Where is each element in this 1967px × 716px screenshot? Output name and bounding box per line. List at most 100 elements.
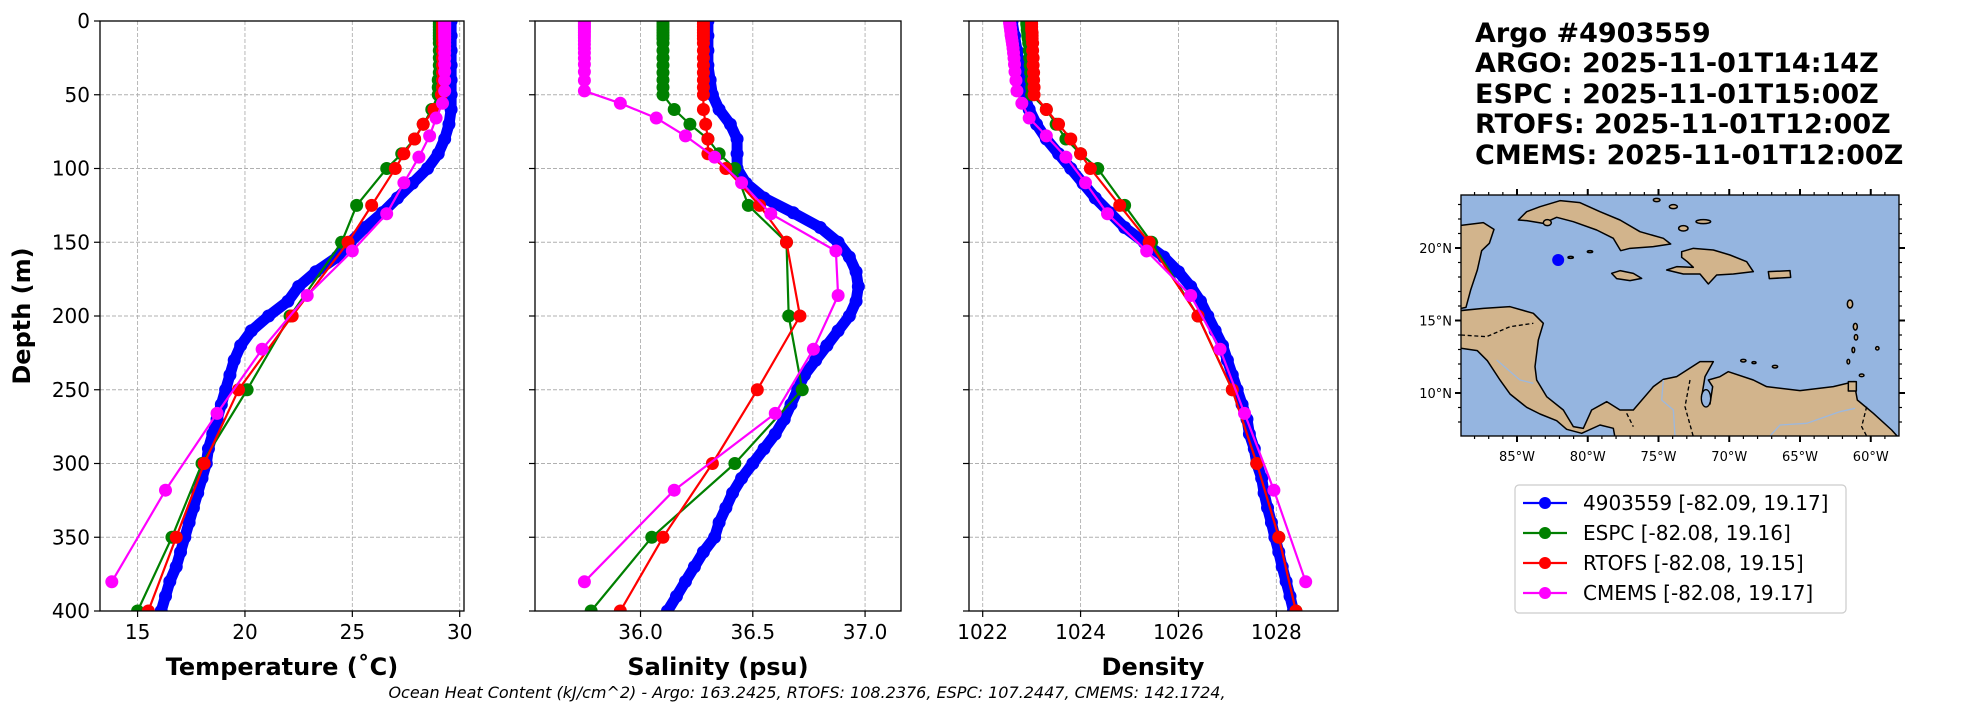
4903559-temperature-point — [438, 132, 452, 146]
rtofs-salinity-point — [750, 383, 764, 397]
4903559-density-point — [1064, 162, 1078, 175]
rtofs-salinity-point — [753, 198, 767, 212]
x-tick-label: 25 — [340, 620, 365, 644]
y-tick-label: 200 — [52, 304, 90, 328]
map-lat-label: 10°N — [1419, 387, 1452, 402]
argo-float-marker[interactable] — [1552, 254, 1565, 267]
map-land — [1460, 197, 1899, 436]
rtofs-density-point — [1052, 117, 1066, 131]
rtofs-salinity-point — [701, 132, 715, 146]
4903559-salinity-point — [820, 339, 834, 352]
espc-salinity-point — [795, 383, 809, 397]
cmems-density-point — [1059, 150, 1073, 164]
x-tick-label: 1028 — [1251, 620, 1302, 644]
map-lon-label: 65°W — [1782, 450, 1818, 465]
cmems-density-point — [1140, 244, 1154, 258]
island — [1567, 255, 1575, 260]
espc-salinity-point — [584, 604, 598, 611]
4903559-salinity-point — [719, 501, 733, 515]
x-tick-label: 1024 — [1055, 620, 1106, 644]
4903559-density-point — [1171, 265, 1185, 279]
cmems-density-point — [1009, 73, 1023, 87]
country-border — [1626, 413, 1634, 427]
island — [1851, 346, 1856, 354]
4903559-temperature-point — [174, 545, 188, 559]
title-cmems-time: CMEMS: 2025-11-01T12:00Z — [1475, 140, 1903, 171]
4903559-temperature-point — [163, 575, 177, 588]
rtofs-temperature-point — [285, 309, 299, 323]
legend-marker-swatch — [1539, 587, 1551, 599]
island — [1668, 203, 1679, 210]
rtofs-density-point — [1225, 383, 1239, 397]
cmems-temperature-point — [438, 84, 452, 98]
cmems-temperature-point — [438, 73, 452, 87]
cmems-temperature-point — [436, 96, 450, 110]
island — [1846, 358, 1851, 365]
y-axis-label: Depth (m) — [8, 247, 36, 384]
rtofs-temperature-point — [416, 117, 430, 131]
cmems-temperature-point — [423, 129, 437, 143]
espc-salinity-point — [645, 530, 659, 544]
4903559-temperature-point — [227, 353, 241, 367]
river — [1496, 359, 1534, 384]
cmems-temperature-point — [345, 244, 359, 258]
x-tick-label: 30 — [447, 620, 472, 644]
4903559-temperature-point — [182, 516, 196, 529]
cmems-density-point — [1267, 483, 1281, 497]
cmems-temperature-point — [429, 111, 443, 125]
cmems-salinity-point — [649, 111, 663, 125]
4903559-temperature-point — [154, 604, 168, 611]
4903559-temperature-point — [244, 324, 258, 338]
4903559-temperature-point — [234, 339, 248, 352]
y-tick-label: 250 — [52, 378, 90, 402]
cmems-density-point — [1100, 207, 1114, 221]
4903559-temperature-point — [186, 501, 200, 515]
4903559-temperature-point — [223, 368, 237, 382]
cmems-density-point — [1039, 129, 1053, 143]
rtofs-density-point — [1083, 162, 1097, 175]
legend-frame — [1514, 484, 1847, 614]
espc-temperature-point — [131, 604, 145, 611]
4903559-salinity-point — [809, 353, 823, 367]
4903559-temperature-point — [358, 221, 372, 234]
4903559-salinity-point — [723, 117, 737, 131]
island — [1751, 360, 1757, 365]
island — [1846, 299, 1854, 309]
cmems-salinity-point — [768, 406, 782, 420]
x-tick-label: 36.5 — [731, 620, 776, 644]
header-title: Argo #4903559 ARGO: 2025-11-01T14:14Z ES… — [1475, 18, 1903, 171]
river — [1769, 407, 1856, 436]
4903559-temperature-point — [219, 383, 233, 397]
country-border — [1860, 406, 1868, 436]
cmems-temperature-point — [255, 342, 269, 356]
location-map: 85°W 80°W 75°W 70°W 65°W 60°W 10°N 15°N 20°N — [1419, 189, 1905, 465]
x-tick-label: 15 — [125, 620, 150, 644]
4903559-salinity-point — [730, 132, 744, 146]
cmems-salinity-point — [735, 176, 749, 190]
4903559-salinity-point — [849, 265, 863, 279]
x-tick-label: 37.0 — [843, 620, 888, 644]
rtofs-density-point — [1064, 132, 1078, 146]
rtofs-salinity-point — [656, 530, 670, 544]
legend-marker-swatch — [1539, 557, 1551, 569]
title-argo-time: ARGO: 2025-11-01T14:14Z — [1475, 48, 1879, 79]
legend-label: 4903559 [-82.09, 19.17] — [1583, 491, 1828, 515]
island — [1771, 364, 1779, 369]
cmems-density-point — [1078, 176, 1092, 190]
legend-entry: CMEMS [-82.08, 19.17] — [1523, 581, 1813, 605]
legend: 4903559 [-82.09, 19.17] ESPC [-82.08, 19.… — [1514, 484, 1847, 614]
salinity-series — [577, 21, 865, 611]
central-south-america-land — [1460, 305, 1899, 436]
rtofs-temperature-point — [197, 457, 211, 470]
rtofs-temperature-point — [408, 132, 422, 146]
island — [1858, 373, 1865, 378]
rtofs-salinity-point — [699, 117, 713, 131]
4903559-density-point — [1184, 280, 1198, 293]
4903559-salinity-point — [735, 471, 749, 485]
4903559-temperature-point — [262, 309, 276, 323]
puerto-rico-land — [1767, 269, 1792, 280]
rtofs-density-point — [1250, 457, 1264, 470]
cmems-temperature-point — [300, 288, 314, 302]
4903559-temperature-point — [420, 162, 434, 175]
espc-temperature-point — [350, 198, 364, 212]
